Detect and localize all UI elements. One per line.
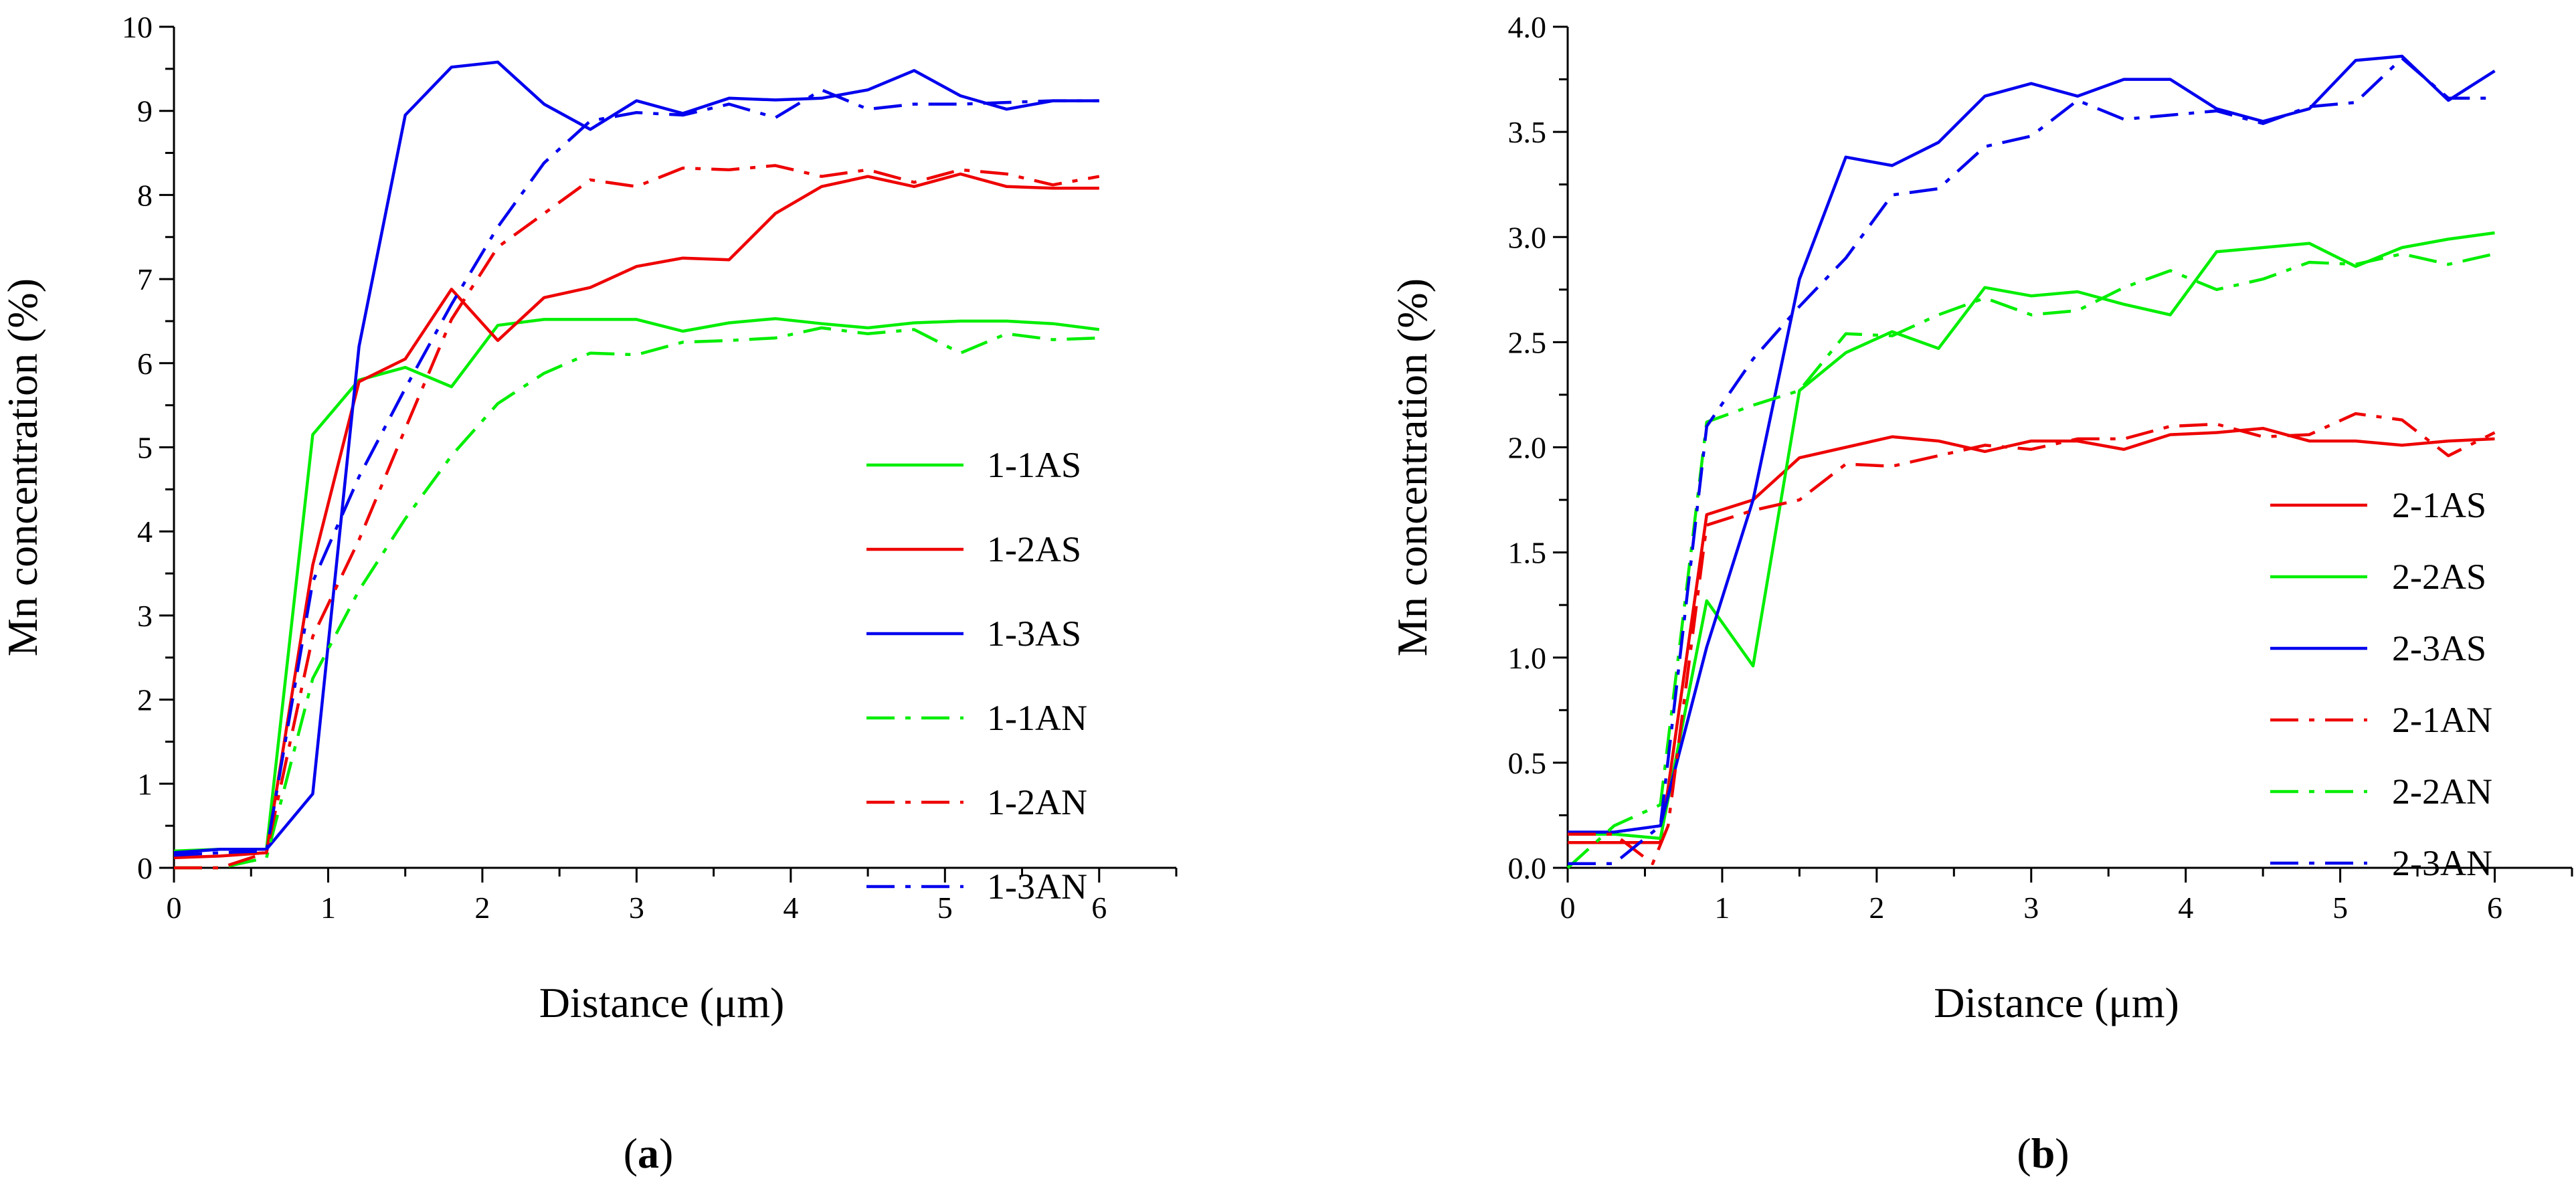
y-tick-label: 7 [137,262,153,296]
y-tick-label: 10 [122,10,153,44]
y-tick-label: 1.5 [1508,536,1547,570]
series-line-1-2AS [173,172,1099,860]
series-line-2-2AN [1566,252,2495,869]
x-tick-label: 0 [167,891,182,925]
y-tick-label: 0 [137,851,153,885]
legend-label-2-2AS: 2-2AS [2392,557,2486,597]
legend-label-1-2AN: 1-2AN [987,782,1087,822]
y-tick-label: 6 [137,347,153,381]
legend-label-1-1AN: 1-1AN [987,698,1087,738]
y-tick-label: 3.5 [1508,115,1547,149]
legend-label-1-3AN: 1-3AN [987,866,1087,907]
legend-label-2-3AS: 2-3AS [2392,628,2486,668]
y-tick-label: 9 [137,94,153,128]
x-tick-label: 2 [474,891,490,925]
y-axis-title: Mn concentration (%) [0,278,46,656]
y-tick-label: 2 [137,683,153,717]
x-tick-label: 6 [2487,891,2502,925]
y-tick-label: 4 [137,515,153,549]
y-tick-label: 0.0 [1508,851,1547,885]
y-tick-label: 1 [137,767,153,801]
y-tick-label: 5 [137,431,153,465]
y-tick-label: 1.0 [1508,641,1547,675]
x-axis-title: Distance (μm) [1934,979,2179,1026]
series-line-2-3AN [1568,56,2495,865]
y-tick-label: 2.0 [1508,431,1547,465]
x-tick-label: 1 [320,891,336,925]
y-tick-label: 0.5 [1508,746,1547,780]
series-line-1-2AN [174,164,1100,870]
series-line-1-1AS [173,316,1100,853]
x-tick-label: 5 [2332,891,2348,925]
x-tick-label: 4 [783,891,798,925]
legend-label-1-1AS: 1-1AS [987,445,1081,485]
panel-label: (b) [2017,1129,2069,1177]
legend-label-1-3AS: 1-3AS [987,614,1081,654]
legend-label-1-2AS: 1-2AS [987,529,1081,569]
x-axis-title: Distance (μm) [539,979,785,1026]
y-tick-label: 8 [137,178,153,212]
chart-panel-b: 0 1 2 3 4 5 6 0.0 0.5 1.0 1.5 2.0 2.5 3.0 3.5 4.0 Distan… [1388,10,2573,1177]
y-axis-title: Mn concentration (%) [1388,278,1436,656]
series-line-2-2AS [1568,231,2495,840]
legend: 2-1AS 2-2AS 2-3AS 2-1AN 2-2AN 2-3AN [2270,485,2492,883]
x-tick-label: 5 [937,891,953,925]
legend-label-2-1AN: 2-1AN [2392,700,2492,740]
series-line-1-3AS [173,60,1099,854]
x-tick-label: 4 [2178,891,2193,925]
x-tick-label: 3 [2023,891,2039,925]
y-tick-label: 3.0 [1508,220,1547,254]
x-tick-label: 2 [1869,891,1884,925]
chart-panel-a: 0 1 2 3 4 5 6 0 1 2 3 4 5 6 7 8 9 10 Distance (μm) Mn conce… [0,10,1178,1177]
series-line-2-1AN [1568,411,2496,865]
x-tick-label: 0 [1560,891,1576,925]
y-tick-label: 3 [137,599,153,633]
legend-label-2-2AN: 2-2AN [2392,771,2492,812]
series-line-2-1AS [1568,426,2495,844]
x-tick-label: 3 [629,891,644,925]
x-tick-label: 6 [1091,891,1107,925]
series-line-1-3AN [173,88,1099,857]
legend-label-2-3AN: 2-3AN [2392,843,2492,883]
legend: 1-1AS 1-2AS 1-3AS 1-1AN 1-2AN 1-3AN [866,445,1087,907]
panel-label: (a) [624,1129,674,1177]
x-tick-label: 1 [1714,891,1730,925]
y-tick-label: 2.5 [1508,325,1547,359]
legend-label-2-1AS: 2-1AS [2392,485,2486,525]
series-line-2-3AS [1568,54,2496,834]
y-tick-label: 4.0 [1508,10,1547,44]
